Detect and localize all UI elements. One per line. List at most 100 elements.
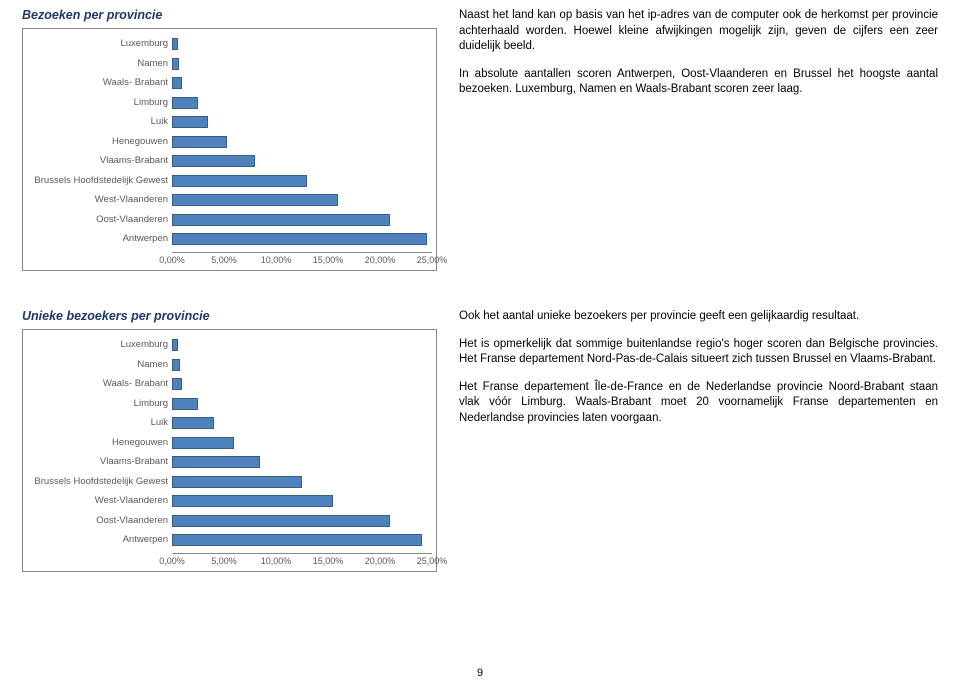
bar-area <box>172 136 432 148</box>
section-visits: Bezoeken per provincie Luxemburg Namen Waa… <box>22 8 938 271</box>
bar <box>172 175 307 187</box>
axis-tick: 15,00% <box>313 255 344 265</box>
chart-row: West-Vlaanderen <box>27 492 432 510</box>
paragraph: Naast het land kan op basis van het ip-a… <box>459 8 938 55</box>
chart-col-2: Unieke bezoekers per provincie Luxemburg… <box>22 309 437 572</box>
bar-area <box>172 378 432 390</box>
chart-title-1: Bezoeken per provincie <box>22 8 437 22</box>
bar <box>172 136 227 148</box>
category-label: West-Vlaanderen <box>27 195 172 205</box>
chart-row: Antwerpen <box>27 230 432 248</box>
bar-area <box>172 437 432 449</box>
bar-area <box>172 417 432 429</box>
bar <box>172 534 422 546</box>
bar-area <box>172 155 432 167</box>
bar <box>172 339 178 351</box>
category-label: Brussels Hoofdstedelijk Gewest <box>27 477 172 487</box>
chart-row: Namen <box>27 55 432 73</box>
axis-tick: 10,00% <box>261 556 292 566</box>
text-col-1: Naast het land kan op basis van het ip-a… <box>459 8 938 271</box>
chart-row: West-Vlaanderen <box>27 191 432 209</box>
category-label: Oost-Vlaanderen <box>27 516 172 526</box>
category-label: Oost-Vlaanderen <box>27 215 172 225</box>
category-label: Limburg <box>27 399 172 409</box>
chart-row: Brussels Hoofdstedelijk Gewest <box>27 473 432 491</box>
bar-area <box>172 456 432 468</box>
category-label: Waals- Brabant <box>27 78 172 88</box>
bar <box>172 155 255 167</box>
paragraph: Ook het aantal unieke bezoekers per prov… <box>459 309 938 325</box>
bar <box>172 233 427 245</box>
paragraph: In absolute aantallen scoren Antwerpen, … <box>459 67 938 98</box>
category-label: Antwerpen <box>27 234 172 244</box>
chart-row: Waals- Brabant <box>27 375 432 393</box>
bar-area <box>172 214 432 226</box>
bar-area <box>172 175 432 187</box>
category-label: Vlaams-Brabant <box>27 156 172 166</box>
chart-row: Luik <box>27 113 432 131</box>
axis: 0,00%5,00%10,00%15,00%20,00%25,00% <box>172 553 432 567</box>
paragraph: Het is opmerkelijk dat sommige buitenlan… <box>459 337 938 368</box>
axis-tick: 20,00% <box>365 255 396 265</box>
bar-area <box>172 233 432 245</box>
chart-row: Henegouwen <box>27 133 432 151</box>
bar-area <box>172 515 432 527</box>
axis-tick: 5,00% <box>211 556 237 566</box>
bar-area <box>172 58 432 70</box>
axis-tick: 25,00% <box>417 255 448 265</box>
category-label: Namen <box>27 360 172 370</box>
bar <box>172 77 182 89</box>
bar-area <box>172 38 432 50</box>
page-number: 9 <box>0 667 960 679</box>
chart-title-2: Unieke bezoekers per provincie <box>22 309 437 323</box>
bar-area <box>172 534 432 546</box>
category-label: Brussels Hoofdstedelijk Gewest <box>27 176 172 186</box>
chart-row: Limburg <box>27 395 432 413</box>
chart-row: Waals- Brabant <box>27 74 432 92</box>
chart-row: Luxemburg <box>27 35 432 53</box>
bar <box>172 194 338 206</box>
bar <box>172 97 198 109</box>
category-label: Luik <box>27 117 172 127</box>
axis-tick: 15,00% <box>313 556 344 566</box>
chart-row: Henegouwen <box>27 434 432 452</box>
chart-row: Brussels Hoofdstedelijk Gewest <box>27 172 432 190</box>
bar <box>172 214 390 226</box>
bar-area <box>172 398 432 410</box>
chart-row: Namen <box>27 356 432 374</box>
bar-area <box>172 116 432 128</box>
axis-row: 0,00%5,00%10,00%15,00%20,00%25,00% <box>27 252 432 266</box>
bar-area <box>172 97 432 109</box>
bar-area <box>172 194 432 206</box>
category-label: Luxemburg <box>27 340 172 350</box>
chart-1: Luxemburg Namen Waals- Brabant Limburg Luik H… <box>22 28 437 271</box>
chart-row: Oost-Vlaanderen <box>27 211 432 229</box>
chart-2: LuxemburgNamenWaals- BrabantLimburgLuikH… <box>22 329 437 572</box>
category-label: Namen <box>27 59 172 69</box>
bar-area <box>172 77 432 89</box>
paragraph: Het Franse departement Île-de-France en … <box>459 380 938 427</box>
bar <box>172 116 208 128</box>
bar <box>172 476 302 488</box>
bar <box>172 378 182 390</box>
chart-row: Vlaams-Brabant <box>27 453 432 471</box>
axis-tick: 0,00% <box>159 556 185 566</box>
bar <box>172 359 180 371</box>
axis-row: 0,00%5,00%10,00%15,00%20,00%25,00% <box>27 553 432 567</box>
category-label: Vlaams-Brabant <box>27 457 172 467</box>
chart-row: Limburg <box>27 94 432 112</box>
bar <box>172 515 390 527</box>
chart-row: Oost-Vlaanderen <box>27 512 432 530</box>
category-label: Antwerpen <box>27 535 172 545</box>
bar-area <box>172 359 432 371</box>
chart-row: Luxemburg <box>27 336 432 354</box>
axis-tick: 10,00% <box>261 255 292 265</box>
category-label: Limburg <box>27 98 172 108</box>
category-label: West-Vlaanderen <box>27 496 172 506</box>
chart-row: Vlaams-Brabant <box>27 152 432 170</box>
category-label: Waals- Brabant <box>27 379 172 389</box>
bar <box>172 495 333 507</box>
category-label: Henegouwen <box>27 137 172 147</box>
bar <box>172 456 260 468</box>
axis: 0,00%5,00%10,00%15,00%20,00%25,00% <box>172 252 432 266</box>
